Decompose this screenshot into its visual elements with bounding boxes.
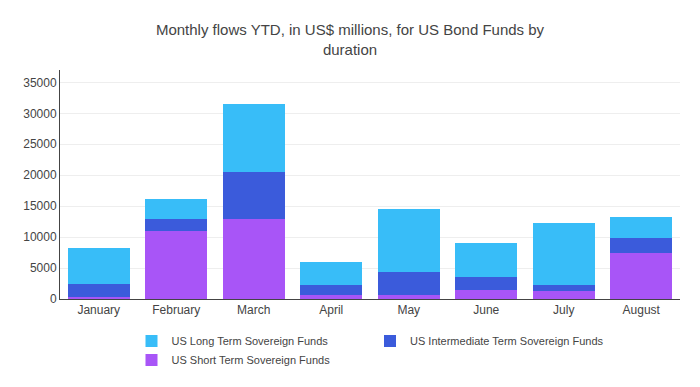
svg-text:August: August [623,303,661,317]
svg-text:US Short Term Sovereign Funds: US Short Term Sovereign Funds [172,354,331,366]
svg-text:Monthly flows YTD, in US$ mill: Monthly flows YTD, in US$ millions, for … [156,21,545,58]
svg-text:15000: 15000 [23,199,57,213]
svg-text:US Intermediate Term Sovereign: US Intermediate Term Sovereign Funds [410,335,603,347]
svg-text:30000: 30000 [23,107,57,121]
svg-text:July: July [553,303,574,317]
svg-text:January: January [77,303,120,317]
svg-text:5000: 5000 [30,261,57,275]
svg-text:March: March [237,303,270,317]
svg-text:February: February [152,303,200,317]
svg-text:35000: 35000 [23,76,57,90]
svg-text:20000: 20000 [23,168,57,182]
svg-text:10000: 10000 [23,230,57,244]
svg-text:25000: 25000 [23,137,57,151]
svg-text:June: June [473,303,499,317]
svg-text:April: April [319,303,343,317]
svg-text:US Long Term Sovereign Funds: US Long Term Sovereign Funds [172,335,329,347]
svg-text:May: May [397,303,420,317]
svg-text:0: 0 [50,292,57,306]
